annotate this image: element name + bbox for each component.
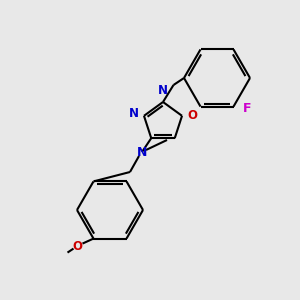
Text: N: N xyxy=(137,146,147,158)
Text: N: N xyxy=(129,107,139,120)
Text: O: O xyxy=(187,109,197,122)
Text: N: N xyxy=(158,84,168,97)
Text: F: F xyxy=(243,102,252,115)
Text: O: O xyxy=(73,240,82,253)
